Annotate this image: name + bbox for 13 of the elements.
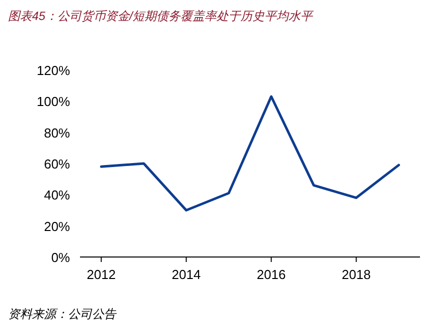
x-tick-label: 2012 xyxy=(86,267,116,282)
y-tick-label: 20% xyxy=(44,218,70,234)
y-tick-label: 120% xyxy=(36,63,70,78)
y-tick-label: 0% xyxy=(51,250,70,265)
y-tick-label: 100% xyxy=(36,94,70,110)
x-tick-label: 2016 xyxy=(256,267,286,282)
y-tick-label: 60% xyxy=(44,156,70,172)
y-tick-label: 40% xyxy=(44,188,70,203)
title: 图表45：公司货币资金/短期债务覆盖率处于历史平均水平 xyxy=(8,9,313,23)
y-tick-label: 80% xyxy=(44,125,70,140)
x-tick-label: 2014 xyxy=(172,267,201,282)
annotation: 资料来源：公司公告 xyxy=(8,307,116,321)
x-tick-label: 2018 xyxy=(342,267,371,282)
